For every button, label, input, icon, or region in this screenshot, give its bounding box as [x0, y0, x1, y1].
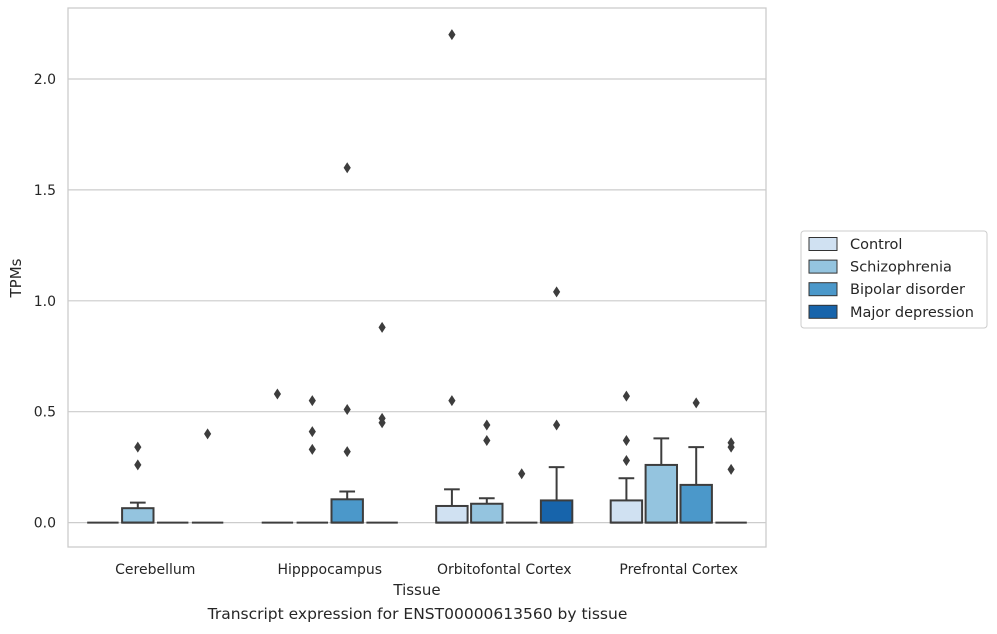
y-tick-label: 2.0	[34, 72, 56, 88]
legend-swatch	[808, 304, 838, 319]
box-prefrontal-cortex-control	[609, 390, 644, 524]
legend-swatch	[808, 282, 838, 297]
box-orbitofontal-cortex-schizophrenia	[470, 419, 504, 524]
legend-frame	[800, 230, 988, 329]
outlier-point	[553, 419, 561, 431]
outlier-point	[727, 463, 735, 475]
plot-area-frame	[67, 7, 767, 548]
outlier-point	[518, 468, 526, 480]
box-prefrontal-cortex-major-depression	[715, 437, 747, 524]
box-body	[121, 507, 155, 524]
x-tick-label: Hipppocampus	[277, 562, 382, 578]
box-orbitofontal-cortex-bipolar-disorder	[505, 468, 538, 524]
outlier-point	[343, 446, 351, 458]
y-axis-label: TPMs	[7, 258, 25, 298]
legend-swatch	[808, 237, 838, 251]
boxes	[87, 29, 747, 524]
outlier-point	[134, 459, 142, 471]
outlier-point	[483, 419, 491, 431]
x-axis-label: Tissue	[392, 581, 440, 599]
outlier-point	[622, 454, 630, 466]
outlier-point	[308, 443, 316, 455]
legend-label: Schizophrenia	[850, 260, 952, 276]
outlier-point	[622, 435, 630, 447]
legend: Control Schizophrenia Bipolar disorder Majo…	[800, 230, 988, 329]
box-hipppocampus-schizophrenia	[296, 395, 329, 524]
box-cerebellum-schizophrenia	[121, 441, 155, 524]
box-prefrontal-cortex-bipolar-disorder	[679, 397, 713, 524]
outlier-point	[692, 397, 700, 409]
figure-caption: Transcript expression for ENST0000061356…	[207, 605, 628, 623]
y-tick-label: 1.0	[34, 294, 56, 310]
box-body	[539, 499, 574, 524]
outlier-point	[448, 395, 456, 407]
outlier-point	[483, 435, 491, 447]
x-tick-label: Prefrontal Cortex	[619, 562, 738, 578]
box-body	[470, 502, 504, 524]
outlier-point	[378, 321, 386, 333]
legend-swatch	[808, 259, 838, 274]
outlier-point	[204, 428, 212, 440]
y-tick-label: 0.0	[34, 516, 56, 532]
outlier-point	[308, 395, 316, 407]
y-tick-label: 1.5	[34, 183, 56, 199]
box-body	[435, 504, 469, 524]
outlier-point	[553, 286, 561, 298]
box-hipppocampus-major-depression	[366, 321, 398, 524]
x-tick-labels: Cerebellum Hipppocampus Orbitofontal Corte…	[115, 562, 738, 578]
x-tick-label: Cerebellum	[115, 562, 195, 578]
outlier-point	[273, 388, 281, 400]
outlier-point	[308, 426, 316, 438]
box-body	[330, 498, 364, 524]
box-hipppocampus-bipolar-disorder	[330, 162, 364, 524]
outlier-point	[727, 437, 735, 449]
outlier-point	[378, 412, 386, 424]
y-tick-label: 0.5	[34, 405, 56, 421]
box-orbitofontal-cortex-control	[435, 29, 469, 524]
outlier-point	[343, 403, 351, 415]
box-orbitofontal-cortex-major-depression	[539, 286, 574, 524]
box-body	[609, 499, 644, 524]
x-tick-label: Orbitofontal Cortex	[437, 562, 572, 578]
outlier-point	[622, 390, 630, 402]
legend-label: Major depression	[850, 305, 974, 321]
box-prefrontal-cortex-schizophrenia	[644, 437, 679, 524]
outlier-point	[343, 162, 351, 174]
legend-label: Bipolar disorder	[850, 282, 965, 298]
box-cerebellum-major-depression	[191, 428, 224, 524]
legend-label: Control	[850, 237, 902, 253]
box-hipppocampus-control	[261, 388, 294, 524]
y-tick-labels: 0.0 0.5 1.0 1.5 2.0	[34, 72, 56, 532]
outlier-point	[134, 441, 142, 453]
outlier-point	[448, 29, 456, 41]
box-body	[644, 463, 679, 524]
box-body	[679, 483, 713, 524]
